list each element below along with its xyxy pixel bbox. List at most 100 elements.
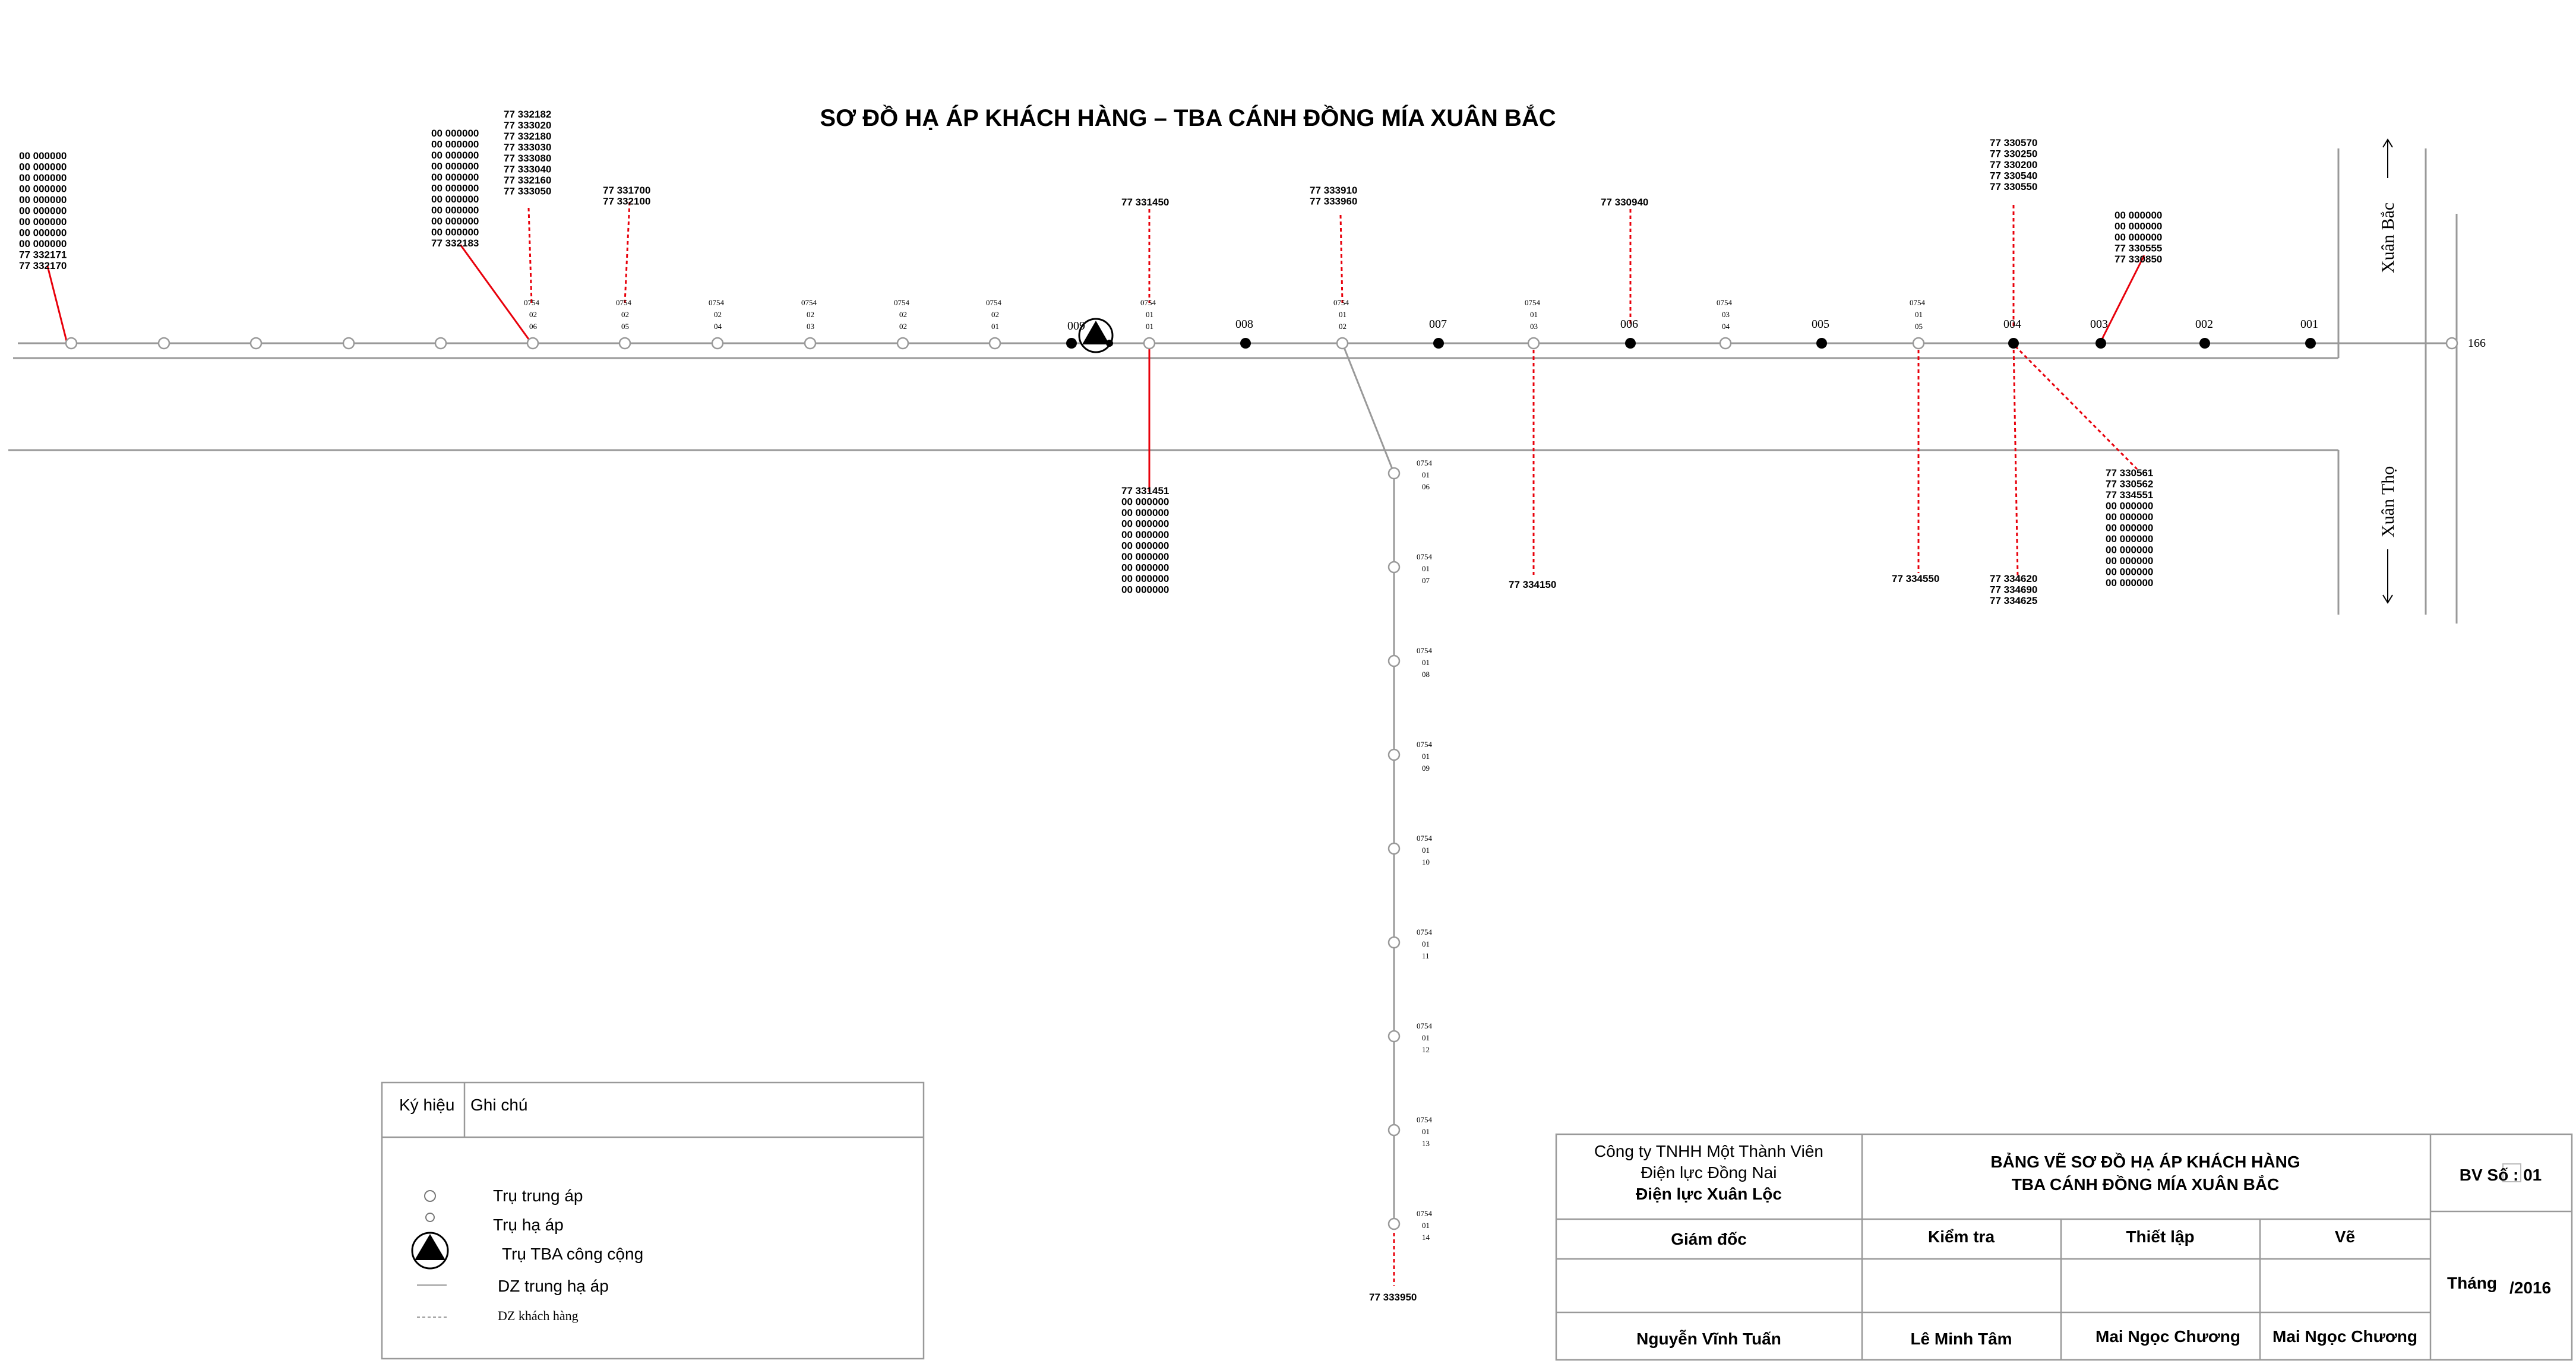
svg-text:0754: 0754 bbox=[1417, 834, 1433, 843]
customer-code: 00 000000 bbox=[1121, 540, 1169, 552]
pole-code: 0754 02 05 bbox=[616, 298, 632, 331]
svg-text:02: 02 bbox=[807, 310, 814, 319]
customer-group: 77 334620 77 334690 77 334625 bbox=[1990, 573, 2037, 606]
customer-group: 77 334550 bbox=[1892, 573, 1939, 584]
company-line1: Công ty TNHH Một Thành Viên bbox=[1594, 1142, 1823, 1160]
pole-code: 0754 01 02 bbox=[1333, 298, 1349, 331]
pole-code: 0754 01 09 bbox=[1417, 740, 1433, 773]
pole-node bbox=[804, 337, 817, 350]
svg-text:09: 09 bbox=[1422, 764, 1430, 773]
svg-text:01: 01 bbox=[1422, 1221, 1430, 1230]
customer-group: 00 000000 00 000000 00 000000 77 330555 77 3… bbox=[2114, 210, 2162, 265]
svg-text:0754: 0754 bbox=[1717, 298, 1733, 307]
pole-node bbox=[1387, 654, 1401, 667]
customer-code: 77 332180 bbox=[504, 131, 551, 142]
pole-dot bbox=[2305, 338, 2316, 349]
customer-group: 77 331450 bbox=[1121, 197, 1169, 208]
svg-text:0754: 0754 bbox=[1417, 1115, 1433, 1124]
pole-number: 003 bbox=[2090, 318, 2108, 331]
pole-code: 0754 01 10 bbox=[1417, 834, 1433, 866]
svg-text:11: 11 bbox=[1422, 951, 1430, 960]
pole-node bbox=[1336, 337, 1349, 350]
pole-node bbox=[896, 337, 909, 350]
svg-text:08: 08 bbox=[1422, 670, 1430, 679]
customer-code: 77 331700 bbox=[603, 185, 650, 196]
pole-code: 0754 01 07 bbox=[1417, 552, 1433, 585]
customer-code: 00 000000 bbox=[1121, 573, 1169, 584]
svg-text:10: 10 bbox=[1422, 857, 1430, 866]
customer-code: 00 000000 bbox=[431, 216, 479, 227]
year-label: /2016 bbox=[2509, 1279, 2551, 1297]
circle-icon bbox=[424, 1190, 436, 1202]
customer-code: 77 331450 bbox=[1121, 197, 1169, 208]
pole-node bbox=[434, 337, 447, 350]
medium-voltage-poles bbox=[65, 337, 2458, 1230]
pole-code: 0754 01 13 bbox=[1417, 1115, 1433, 1148]
svg-text:06: 06 bbox=[1422, 482, 1430, 491]
customer-code: 77 334551 bbox=[2106, 489, 2153, 501]
customer-code: 77 332170 bbox=[19, 260, 67, 271]
pole-node bbox=[1387, 748, 1401, 761]
customer-code: 77 333030 bbox=[504, 142, 551, 153]
direction-xuan-bac: Xuân Bắc bbox=[2378, 202, 2398, 273]
customer-group: 77 332182 77 333020 77 332180 77 333030 77 3… bbox=[504, 109, 551, 197]
pole-dot bbox=[2008, 338, 2019, 349]
customer-code: 77 332182 bbox=[504, 109, 551, 120]
pole-node bbox=[1527, 337, 1540, 350]
draw-name: Mai Ngọc Chương bbox=[2272, 1327, 2417, 1346]
pole-node bbox=[711, 337, 724, 350]
direction-xuan-tho: Xuân Thọ bbox=[2378, 466, 2398, 537]
customer-code: 77 330940 bbox=[1601, 197, 1648, 208]
customer-code: 00 000000 bbox=[2106, 511, 2153, 523]
circle-small-icon bbox=[425, 1213, 435, 1222]
draw-label: Vẽ bbox=[2335, 1227, 2355, 1246]
svg-text:01: 01 bbox=[991, 322, 999, 331]
pole-node bbox=[1387, 561, 1401, 574]
customer-code: 00 000000 bbox=[1121, 584, 1169, 596]
svg-text:02: 02 bbox=[714, 310, 722, 319]
svg-text:0754: 0754 bbox=[1417, 1021, 1433, 1030]
customer-code: 00 000000 bbox=[19, 227, 67, 239]
pole-number: 001 bbox=[2300, 318, 2318, 331]
svg-text:01: 01 bbox=[1422, 846, 1430, 855]
pole-node bbox=[526, 337, 539, 350]
svg-text:0754: 0754 bbox=[1910, 298, 1926, 307]
svg-text:04: 04 bbox=[714, 322, 722, 331]
customer-code: 77 334150 bbox=[1509, 579, 1556, 590]
customer-group: 00 000000 00 000000 00 000000 00 000000 00 0… bbox=[19, 150, 67, 271]
svg-text:0754: 0754 bbox=[524, 298, 540, 307]
pole-dot bbox=[2095, 338, 2106, 349]
pole-node bbox=[249, 337, 263, 350]
customer-code: 77 331451 bbox=[1121, 485, 1169, 496]
pole-node bbox=[1143, 337, 1156, 350]
customer-code: 00 000000 bbox=[19, 172, 67, 183]
customer-code: 00 000000 bbox=[1121, 507, 1169, 518]
svg-text:01: 01 bbox=[1422, 1033, 1430, 1042]
pole-node bbox=[157, 337, 170, 350]
customer-code: 00 000000 bbox=[19, 150, 67, 162]
pole-code: 0754 01 06 bbox=[1417, 458, 1433, 491]
svg-text:0754: 0754 bbox=[1140, 298, 1156, 307]
pole-node bbox=[1387, 842, 1401, 855]
customer-code: 00 000000 bbox=[431, 150, 479, 161]
svg-text:06: 06 bbox=[529, 322, 538, 331]
pole-dot bbox=[1066, 338, 1077, 349]
pole-codes: 0754 02 06 0754 02 05 0754 02 04 0754 02 03 0754… bbox=[524, 298, 1926, 1242]
low-voltage-poles bbox=[1066, 338, 2316, 349]
svg-text:05: 05 bbox=[621, 322, 629, 331]
company-line3: Điện lực Xuân Lộc bbox=[1636, 1185, 1782, 1203]
arrow-up-icon bbox=[2382, 138, 2393, 178]
customer-group: 77 331451 00 000000 00 000000 00 000000 00 0… bbox=[1121, 485, 1169, 596]
pole-number: 004 bbox=[2003, 318, 2021, 331]
svg-text:0754: 0754 bbox=[1525, 298, 1541, 307]
drawing-title-2: TBA CÁNH ĐỒNG MÍA XUÂN BẮC bbox=[2012, 1175, 2280, 1194]
pole-node bbox=[618, 337, 631, 350]
pole-node bbox=[1719, 337, 1732, 350]
svg-text:02: 02 bbox=[529, 310, 537, 319]
customer-code: 00 000000 bbox=[1121, 518, 1169, 530]
svg-text:01: 01 bbox=[1146, 310, 1153, 319]
arrow-down-icon bbox=[2382, 549, 2393, 604]
pole-node bbox=[1387, 1217, 1401, 1230]
customer-code: 77 332160 bbox=[504, 175, 551, 186]
